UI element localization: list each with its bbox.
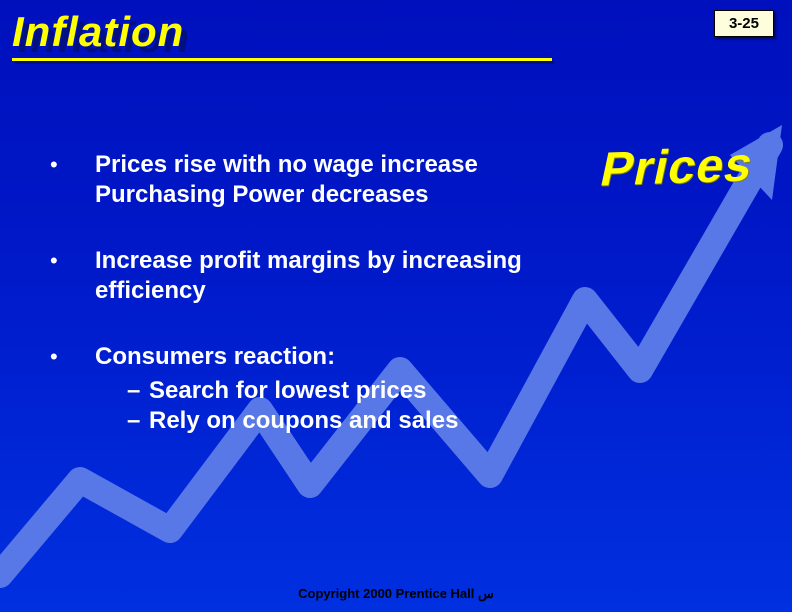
bullet-line: Consumers reaction:: [95, 342, 458, 372]
title-underline: [12, 58, 552, 61]
page-number-badge: 3-25: [714, 10, 774, 37]
bullet-item: • Consumers reaction: –Search for lowest…: [40, 342, 560, 436]
bullet-item: • Prices rise with no wage increase Purc…: [40, 150, 560, 210]
copyright-footer: Copyright 2000 Prentice Hall س: [0, 586, 792, 602]
bullet-text: Increase profit margins by increasing ef…: [95, 246, 522, 306]
slide-title: Inflation: [12, 8, 184, 56]
bullet-text: Prices rise with no wage increase Purcha…: [95, 150, 478, 210]
bullet-line: Increase profit margins by increasing: [95, 246, 522, 276]
bullet-marker: •: [40, 246, 95, 306]
sub-bullet-item: –Rely on coupons and sales: [95, 406, 458, 436]
bullet-content: • Prices rise with no wage increase Purc…: [40, 150, 560, 472]
prices-wordart: Prices: [595, 137, 758, 197]
sub-bullet-text: Rely on coupons and sales: [149, 407, 458, 434]
bullet-line: Purchasing Power decreases: [95, 180, 478, 210]
bullet-line: efficiency: [95, 276, 522, 306]
bullet-text: Consumers reaction: –Search for lowest p…: [95, 342, 458, 436]
bullet-item: • Increase profit margins by increasing …: [40, 246, 560, 306]
sub-bullet-item: –Search for lowest prices: [95, 376, 458, 406]
bullet-marker: •: [40, 342, 95, 436]
bullet-marker: •: [40, 150, 95, 210]
sub-bullet-text: Search for lowest prices: [149, 377, 426, 404]
sub-bullet-list: –Search for lowest prices –Rely on coupo…: [95, 376, 458, 436]
bullet-line: Prices rise with no wage increase: [95, 150, 478, 180]
